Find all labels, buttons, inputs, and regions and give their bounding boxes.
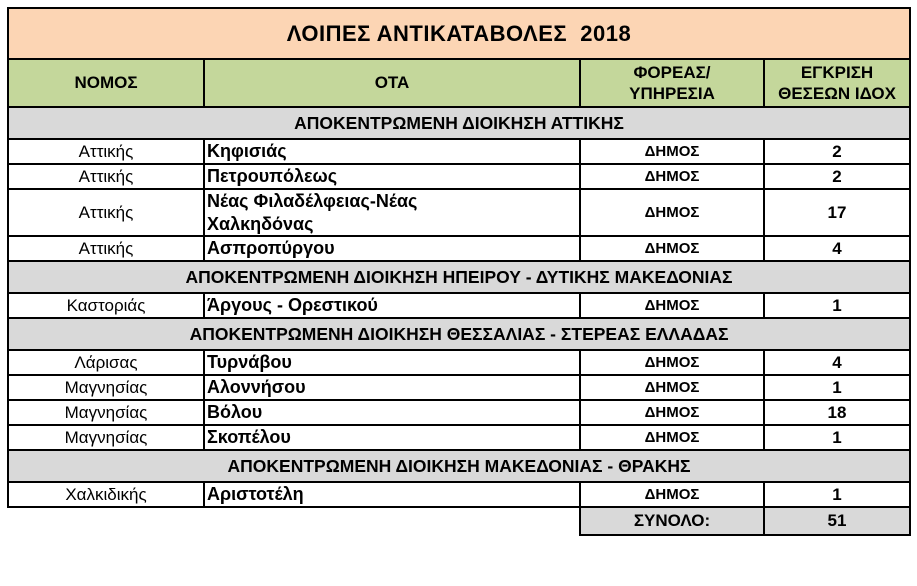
antikatavoles-table: ΛΟΙΠΕΣ ΑΝΤΙΚΑΤΑΒΟΛΕΣ 2018 ΝΟΜΟΣ ΟΤΑ ΦΟΡΕ… — [6, 7, 912, 536]
table-row: Αττικής Πετρουπόλεως ΔΗΜΟΣ 2 — [7, 163, 912, 190]
cell-nomos: Λάρισας — [7, 349, 205, 376]
table-row: Αττικής Νέας Φιλαδέλφειας-Νέας Χαλκηδόνας… — [7, 188, 912, 237]
cell-egkrisi: 1 — [762, 424, 912, 451]
column-header-ota: ΟΤΑ — [203, 58, 581, 108]
section-row: ΑΠΟΚΕΝΤΡΩΜΕΝΗ ΔΙΟΙΚΗΣΗ ΑΤΤΙΚΗΣ — [6, 106, 912, 140]
cell-foreas: ΔΗΜΟΣ — [579, 138, 765, 165]
cell-nomos: Μαγνησίας — [7, 424, 205, 451]
table-row: Μαγνησίας Αλοννήσου ΔΗΜΟΣ 1 — [7, 374, 912, 401]
ota-name: Νέας Φιλαδέλφειας-Νέας Χαλκηδόνας — [207, 191, 418, 234]
column-header-row: ΝΟΜΟΣ ΟΤΑ ΦΟΡΕΑΣ/ ΥΠΗΡΕΣΙΑ ΕΓΚΡΙΣΗ ΘΕΣΕΩ… — [7, 58, 912, 108]
cell-nomos: Χαλκιδικής — [7, 481, 205, 508]
table-row: Μαγνησίας Βόλου ΔΗΜΟΣ 18 — [7, 399, 912, 426]
cell-ota: Τυρνάβου — [203, 349, 581, 376]
cell-foreas: ΔΗΜΟΣ — [579, 292, 765, 319]
cell-nomos: Αττικής — [7, 235, 205, 262]
ota-name: Τυρνάβου — [207, 352, 292, 373]
ota-name: Άργους - Ορεστικού — [207, 295, 378, 316]
cell-nomos: Αττικής — [7, 163, 205, 190]
total-row-blank-nomos — [8, 507, 204, 535]
cell-egkrisi: 2 — [762, 138, 912, 165]
cell-nomos: Μαγνησίας — [7, 374, 205, 401]
ota-name: Πετρουπόλεως — [207, 166, 338, 187]
ota-name: Σκοπέλου — [207, 427, 291, 448]
table-sheet: ΛΟΙΠΕΣ ΑΝΤΙΚΑΤΑΒΟΛΕΣ 2018 ΝΟΜΟΣ ΟΤΑ ΦΟΡΕ… — [6, 7, 912, 536]
cell-foreas: ΔΗΜΟΣ — [579, 235, 765, 262]
cell-ota: Αλοννήσου — [203, 374, 581, 401]
total-row-blank-ota — [204, 507, 580, 535]
cell-nomos: Αττικής — [7, 188, 205, 237]
cell-ota: Σκοπέλου — [203, 424, 581, 451]
ota-name: Αριστοτέλη — [207, 484, 304, 505]
table-row: Λάρισας Τυρνάβου ΔΗΜΟΣ 4 — [7, 349, 912, 376]
cell-nomos: Μαγνησίας — [7, 399, 205, 426]
cell-foreas: ΔΗΜΟΣ — [579, 163, 765, 190]
cell-foreas: ΔΗΜΟΣ — [579, 349, 765, 376]
ota-name: Αλοννήσου — [207, 377, 306, 398]
cell-egkrisi: 18 — [762, 399, 912, 426]
section-row: ΑΠΟΚΕΝΤΡΩΜΕΝΗ ΔΙΟΙΚΗΣΗ ΗΠΕΙΡΟΥ - ΔΥΤΙΚΗΣ… — [6, 260, 912, 294]
page-title: ΛΟΙΠΕΣ ΑΝΤΙΚΑΤΑΒΟΛΕΣ 2018 — [6, 7, 912, 60]
ota-name: Βόλου — [207, 402, 263, 423]
cell-egkrisi: 2 — [762, 163, 912, 190]
section-header: ΑΠΟΚΕΝΤΡΩΜΕΝΗ ΔΙΟΙΚΗΣΗ ΜΑΚΕΔΟΝΙΑΣ - ΘΡΑΚ… — [6, 449, 912, 483]
ota-name: Κηφισιάς — [207, 141, 287, 162]
cell-egkrisi: 4 — [762, 349, 912, 376]
column-header-nomos: ΝΟΜΟΣ — [7, 58, 205, 108]
cell-egkrisi: 1 — [762, 374, 912, 401]
cell-egkrisi: 4 — [762, 235, 912, 262]
table-row: Αττικής Κηφισιάς ΔΗΜΟΣ 2 — [7, 138, 912, 165]
total-row: ΣΥΝΟΛΟ: 51 — [8, 506, 912, 536]
cell-ota: Νέας Φιλαδέλφειας-Νέας Χαλκηδόνας — [203, 188, 581, 237]
table-row: Χαλκιδικής Αριστοτέλη ΔΗΜΟΣ 1 — [7, 481, 912, 508]
table-row: Καστοριάς Άργους - Ορεστικού ΔΗΜΟΣ 1 — [7, 292, 912, 319]
cell-foreas: ΔΗΜΟΣ — [579, 188, 765, 237]
cell-ota: Κηφισιάς — [203, 138, 581, 165]
cell-foreas: ΔΗΜΟΣ — [579, 399, 765, 426]
cell-ota: Άργους - Ορεστικού — [203, 292, 581, 319]
table-row: Αττικής Ασπροπύργου ΔΗΜΟΣ 4 — [7, 235, 912, 262]
cell-egkrisi: 17 — [762, 188, 912, 237]
cell-foreas: ΔΗΜΟΣ — [579, 424, 765, 451]
cell-ota: Πετρουπόλεως — [203, 163, 581, 190]
table-row: Μαγνησίας Σκοπέλου ΔΗΜΟΣ 1 — [7, 424, 912, 451]
cell-ota: Βόλου — [203, 399, 581, 426]
column-header-foreas: ΦΟΡΕΑΣ/ ΥΠΗΡΕΣΙΑ — [579, 58, 765, 108]
section-header: ΑΠΟΚΕΝΤΡΩΜΕΝΗ ΔΙΟΙΚΗΣΗ ΗΠΕΙΡΟΥ - ΔΥΤΙΚΗΣ… — [6, 260, 912, 294]
cell-egkrisi: 1 — [762, 481, 912, 508]
ota-name: Ασπροπύργου — [207, 238, 335, 259]
cell-nomos: Καστοριάς — [7, 292, 205, 319]
cell-nomos: Αττικής — [7, 138, 205, 165]
title-row: ΛΟΙΠΕΣ ΑΝΤΙΚΑΤΑΒΟΛΕΣ 2018 — [6, 7, 912, 60]
cell-foreas: ΔΗΜΟΣ — [579, 374, 765, 401]
total-label: ΣΥΝΟΛΟ: — [579, 506, 765, 536]
section-row: ΑΠΟΚΕΝΤΡΩΜΕΝΗ ΔΙΟΙΚΗΣΗ ΜΑΚΕΔΟΝΙΑΣ - ΘΡΑΚ… — [6, 449, 912, 483]
cell-ota: Αριστοτέλη — [203, 481, 581, 508]
section-row: ΑΠΟΚΕΝΤΡΩΜΕΝΗ ΔΙΟΙΚΗΣΗ ΘΕΣΣΑΛΙΑΣ - ΣΤΕΡΕ… — [6, 317, 912, 351]
column-header-egkrisi: ΕΓΚΡΙΣΗ ΘΕΣΕΩΝ ΙΔΟΧ — [762, 58, 912, 108]
section-header: ΑΠΟΚΕΝΤΡΩΜΕΝΗ ΔΙΟΙΚΗΣΗ ΘΕΣΣΑΛΙΑΣ - ΣΤΕΡΕ… — [6, 317, 912, 351]
total-value: 51 — [762, 506, 912, 536]
cell-ota: Ασπροπύργου — [203, 235, 581, 262]
cell-foreas: ΔΗΜΟΣ — [579, 481, 765, 508]
cell-egkrisi: 1 — [762, 292, 912, 319]
table-body: ΑΠΟΚΕΝΤΡΩΜΕΝΗ ΔΙΟΙΚΗΣΗ ΑΤΤΙΚΗΣ Αττικής Κηφ… — [6, 106, 912, 508]
section-header: ΑΠΟΚΕΝΤΡΩΜΕΝΗ ΔΙΟΙΚΗΣΗ ΑΤΤΙΚΗΣ — [6, 106, 912, 140]
